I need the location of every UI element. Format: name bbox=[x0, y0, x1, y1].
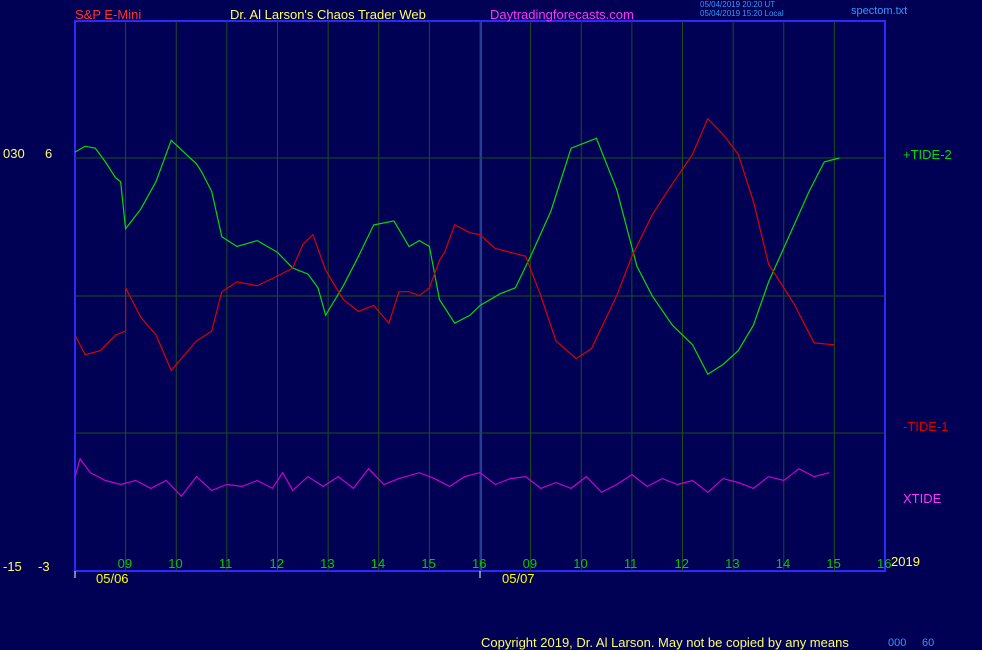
axis-top-label-b: 6 bbox=[45, 146, 53, 161]
x-tick-label: 11 bbox=[624, 556, 638, 571]
site-link[interactable]: Daytradingforecasts.com bbox=[490, 7, 634, 22]
series-group bbox=[74, 117, 840, 498]
legend-tide2: +TIDE-2 bbox=[903, 147, 952, 162]
author-title: Dr. Al Larson's Chaos Trader Web bbox=[230, 7, 426, 22]
filename-label: spectom.txt bbox=[851, 5, 908, 17]
x-tick-label: 14 bbox=[776, 556, 790, 571]
series-line-tide-1 bbox=[74, 117, 835, 372]
instrument-title: S&P E-Mini bbox=[75, 7, 142, 22]
x-tick-label: 15 bbox=[826, 556, 840, 571]
legend-xtide: XTIDE bbox=[903, 491, 942, 506]
x-tick-label: 10 bbox=[168, 556, 182, 571]
x-tick-label: 10 bbox=[573, 556, 587, 571]
axis-bottom-label-b: -3 bbox=[38, 559, 50, 574]
year-label: 2019 bbox=[891, 554, 920, 569]
legend-tide1: -TIDE-1 bbox=[903, 419, 949, 434]
series-line-tide-2 bbox=[74, 137, 840, 376]
grid-lines bbox=[75, 21, 885, 571]
x-tick-label: 12 bbox=[675, 556, 689, 571]
footer-overlay-a: 000 bbox=[888, 637, 907, 649]
date-label-2: 05/07 bbox=[502, 571, 535, 586]
footer-overlay-b: 60 bbox=[922, 637, 935, 649]
x-tick-label: 16 bbox=[472, 556, 486, 571]
copyright-text: Copyright 2019, Dr. Al Larson. May not b… bbox=[481, 635, 849, 650]
axis-bottom-label-a: -15 bbox=[3, 559, 22, 574]
x-tick-label: 14 bbox=[371, 556, 385, 571]
x-tick-label: 09 bbox=[118, 556, 132, 571]
axis-top-label-a: 030 bbox=[3, 146, 25, 161]
timestamp-local: 05/04/2019 15:20 Local bbox=[700, 9, 784, 18]
x-tick-label: 09 bbox=[523, 556, 537, 571]
x-tick-label: 15 bbox=[421, 556, 435, 571]
timestamp-ut: 05/04/2019 20:20 UT bbox=[700, 0, 776, 9]
x-tick-label: 13 bbox=[725, 556, 739, 571]
x-tick-label: 11 bbox=[219, 556, 233, 571]
date-label-1: 05/06 bbox=[96, 571, 129, 586]
x-tick-labels: 09 10 11 12 13 14 15 16 09 10 11 12 13 14 15 16 bbox=[74, 556, 891, 578]
x-tick-label: 12 bbox=[270, 556, 284, 571]
x-tick-label: 16 bbox=[877, 556, 891, 571]
series-line-xtide bbox=[74, 457, 830, 498]
x-tick-label: 13 bbox=[320, 556, 334, 571]
